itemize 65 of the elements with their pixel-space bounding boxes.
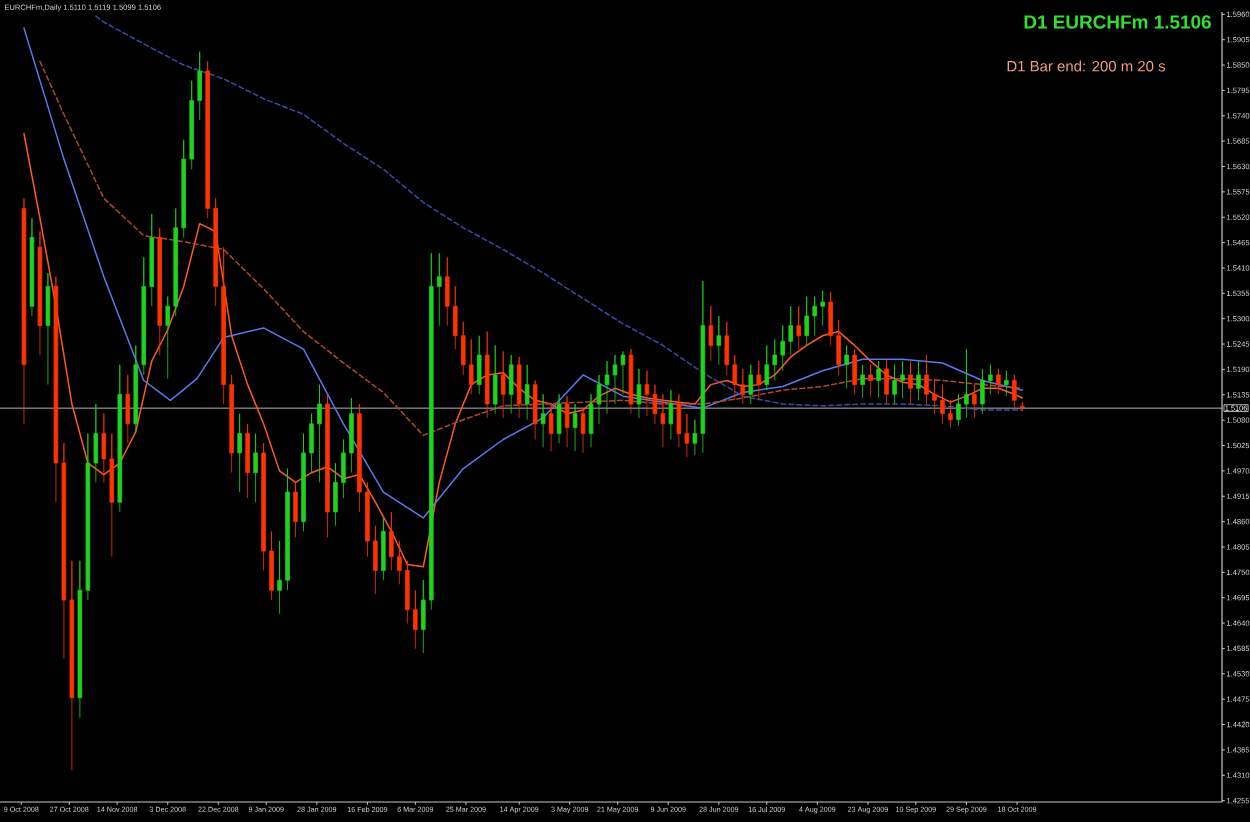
candlestick: [317, 384, 322, 483]
candlestick: [580, 407, 586, 454]
candlestick: [492, 345, 498, 415]
candlestick: [900, 360, 905, 399]
candlestick: [253, 433, 258, 503]
candlestick: [708, 305, 714, 362]
candlestick: [117, 364, 123, 513]
candlestick: [325, 393, 330, 538]
candlestick: [860, 364, 865, 399]
candlestick: [764, 345, 770, 391]
candlestick: [29, 217, 35, 317]
candlestick: [892, 364, 897, 405]
line-series: [23, 27, 1024, 519]
candlestick: [700, 280, 706, 454]
candlestick: [21, 197, 27, 425]
candlestick: [476, 335, 482, 395]
candlestick: [125, 374, 131, 444]
candlestick: [45, 272, 51, 386]
candlestick: [644, 370, 650, 417]
candlestick: [628, 348, 634, 415]
candlestick: [748, 364, 754, 405]
annotation: D1 EURCHFm 1.5106: [1024, 15, 1211, 29]
candlestick: [1004, 370, 1009, 397]
candlestick: [668, 389, 674, 440]
candlestick: [540, 393, 546, 448]
candlestick: [876, 360, 881, 399]
candlestick: [884, 358, 889, 405]
candlestick: [916, 360, 921, 401]
candlestick: [1012, 374, 1017, 411]
candlestick: [972, 384, 977, 419]
candlestick: [964, 348, 969, 419]
candlestick: [716, 315, 722, 366]
candlestick: [157, 227, 162, 356]
candlestick: [572, 403, 578, 452]
candlestick: [237, 413, 242, 493]
candlestick: [484, 331, 490, 419]
candlestick: [548, 403, 554, 452]
candlestick: [908, 360, 913, 405]
candlestick: [532, 380, 538, 440]
line-series: [95, 15, 1024, 411]
candlestick: [293, 482, 298, 538]
candlestick: [980, 368, 985, 415]
line-series: [39, 60, 1024, 437]
candlestick: [812, 296, 817, 337]
candlestick: [516, 356, 522, 419]
candlestick: [500, 351, 506, 419]
line-series: [23, 132, 1024, 568]
candlestick: [381, 517, 386, 581]
candlestick: [756, 360, 762, 401]
candlestick: [37, 231, 43, 356]
candlestick: [844, 345, 849, 389]
candlestick: [996, 368, 1001, 395]
candlestick: [524, 364, 530, 421]
candlestick: [636, 368, 642, 419]
candlestick: [556, 393, 562, 444]
candlestick: [245, 423, 250, 499]
candlestick: [660, 393, 666, 448]
candlestick: [564, 395, 570, 448]
candlestick: [796, 305, 801, 350]
candlestick: [868, 364, 873, 397]
candlestick: [1020, 401, 1025, 412]
candlestick: [804, 296, 809, 346]
candlestick: [940, 384, 945, 425]
candlestick: [508, 354, 514, 415]
candlestick: [852, 348, 857, 395]
